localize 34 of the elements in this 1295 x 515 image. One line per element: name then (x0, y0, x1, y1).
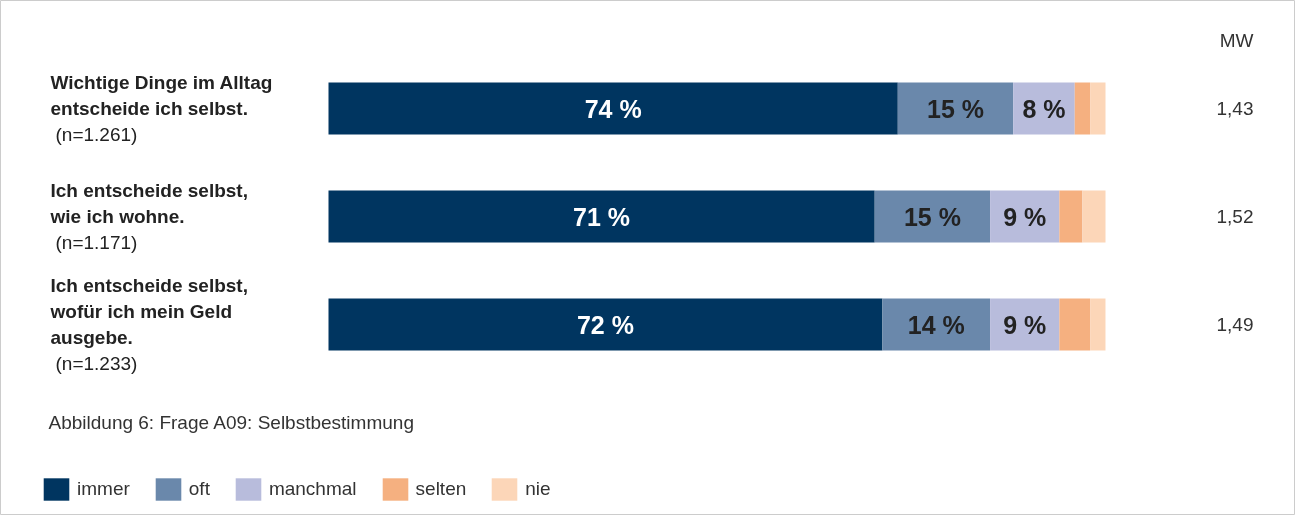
y-tick-label: Ich entscheide selbst, wofür ich mein Geld ausgebe. (n=1.233) (49, 275, 248, 374)
data-label: 15 % (926, 94, 984, 123)
data-label: 9 % (1003, 202, 1047, 231)
y-tick-label: Ich entscheide selbst, wie ich wohne. (n=1.171) (49, 180, 248, 253)
legend-label: manchmal (268, 478, 357, 500)
bar (328, 190, 875, 243)
bar (882, 298, 991, 351)
bar (1090, 82, 1106, 135)
bar (897, 82, 1014, 135)
data-label: 15 % (903, 202, 961, 231)
data-label: 8 % (1022, 94, 1066, 123)
text: Abbildung 6: Frage A09: Selbstbestimmung (48, 412, 414, 433)
bar (1090, 298, 1106, 351)
text: 1,49 (1216, 314, 1254, 335)
text: 1,52 (1216, 206, 1254, 227)
data-label: 71 % (573, 202, 631, 231)
legend-label: oft (188, 478, 210, 500)
text: 1,43 (1216, 98, 1254, 119)
data-label: 14 % (907, 310, 965, 339)
bar (874, 190, 991, 243)
bar (1059, 190, 1083, 243)
bar (328, 82, 898, 135)
data-label: 74 % (584, 94, 642, 123)
legend-label: selten (415, 478, 467, 500)
legend-label: immer (77, 478, 130, 500)
text: MW (1219, 30, 1254, 51)
data-label: 72 % (576, 310, 634, 339)
bar (1059, 298, 1091, 351)
y-tick-label: Wichtige Dinge im Alltag entscheide ich selbst. (n=1.261) (50, 72, 273, 145)
legend-label: nie (525, 478, 551, 500)
data-label: 9 % (1003, 310, 1047, 339)
bar (1074, 82, 1091, 135)
bar (1082, 190, 1106, 243)
bar (328, 298, 883, 351)
